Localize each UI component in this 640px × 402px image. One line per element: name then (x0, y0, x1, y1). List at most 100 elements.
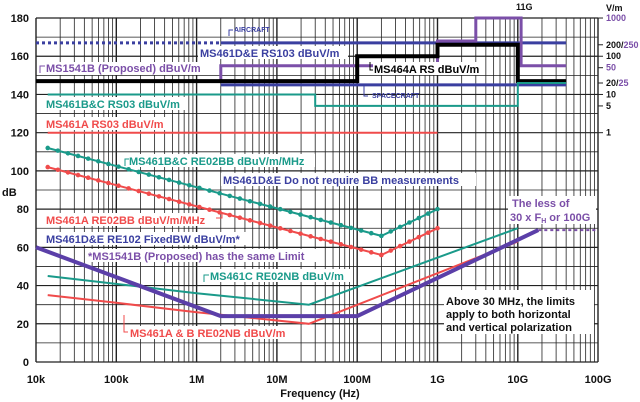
y-tick-labels: 0 20 40 60 80 100 120 140 160 180 (11, 13, 29, 369)
right-tick-label: 200/250 (606, 40, 639, 50)
x-axis-label: Frequency (Hz) (280, 388, 360, 400)
x-tick-label: 10M (266, 374, 287, 386)
y-tick-label: 80 (17, 204, 29, 216)
label-de-re102: MS461D&E RE102 FixedBW dBuV/m* (46, 234, 240, 246)
label-bc-re02bb: MS461B&C RE02BB dBuV/m/MHz (129, 156, 305, 168)
series-marker-8 (368, 250, 374, 255)
series-marker-8 (227, 212, 233, 218)
series-marker-7 (197, 185, 202, 191)
series-marker-7 (338, 222, 344, 228)
series-marker-7 (328, 220, 334, 225)
series-line-9 (47, 227, 519, 306)
x-tick-label: 10k (27, 374, 46, 386)
series-marker-7 (166, 177, 172, 183)
series-marker-8 (388, 248, 394, 253)
series-marker-7 (247, 198, 253, 204)
series-marker-8 (197, 204, 202, 210)
series-marker-7 (55, 148, 61, 153)
series-marker-8 (116, 183, 121, 189)
label-less-of-1: The less of (512, 198, 570, 210)
y-axis-label: dB (2, 187, 17, 199)
x-tick-label: 100G (585, 374, 612, 386)
series-marker-7 (116, 164, 121, 169)
series-marker-7 (186, 182, 192, 188)
series-marker-8 (136, 188, 142, 194)
series-marker-8 (126, 186, 131, 191)
series-marker-7 (65, 150, 71, 156)
series-marker-7 (348, 225, 354, 231)
series-marker-7 (75, 153, 81, 159)
series-marker-8 (85, 175, 91, 181)
y-tick-label: 40 (17, 281, 29, 293)
series-marker-8 (156, 194, 162, 199)
series-line-5 (47, 82, 567, 107)
label-ms1541b-same: *MS1541B (Proposed) has the same Limit (88, 251, 305, 263)
y-tick-label: 120 (11, 128, 29, 140)
series-marker-7 (176, 180, 182, 185)
series-marker-7 (267, 204, 273, 209)
right-tick-label: 20/25 (606, 78, 629, 88)
right-tick-label: 100 (606, 51, 621, 61)
series-line-10 (47, 240, 519, 325)
x-tick-labels: 10k 100k 1M 10M 100M 1G 10G 100G (27, 374, 612, 386)
series-marker-8 (146, 191, 152, 197)
right-tick-label: 1 (606, 128, 611, 138)
right-tick-label: 1000 (606, 13, 626, 23)
series-marker-7 (95, 158, 101, 164)
label-c-re02nb: MS461C RE02NB dBuV/m (210, 271, 344, 283)
series-marker-8 (237, 215, 243, 220)
series-marker-8 (247, 218, 253, 223)
series-marker-8 (397, 243, 403, 249)
x-tick-label: 100M (343, 374, 371, 386)
series-marker-7 (407, 220, 412, 225)
note-line-1: Above 30 MHz, the limits (446, 296, 575, 308)
series-marker-7 (126, 166, 131, 172)
series-marker-7 (146, 172, 152, 177)
label-rs103: MS461D&E RS103 dBuV/m (200, 48, 340, 60)
label-11g: 11G (516, 2, 533, 12)
right-tick-label: 5 (606, 101, 611, 111)
series-marker-8 (277, 226, 283, 231)
label-a-re02bb: MS461A RE02BB dBuV/m/MHz (46, 215, 206, 227)
series-marker-7 (156, 174, 162, 180)
label-ms1541b: MS1541B (Proposed) dBuV/m (46, 63, 201, 75)
series-marker-8 (407, 239, 412, 244)
series-line-11 (35, 228, 540, 319)
right-tick-label: 50 (606, 63, 616, 73)
series-marker-7 (237, 196, 243, 201)
series-marker-8 (257, 220, 263, 226)
series-marker-7 (217, 190, 222, 196)
series-marker-7 (425, 211, 431, 216)
label-ab-re02nb: MS461A & B RE02NB dBuV/m (130, 328, 286, 340)
series-marker-7 (277, 206, 283, 212)
y-tick-label: 20 (17, 319, 29, 331)
y-tick-label: 180 (11, 13, 29, 25)
series-marker-7 (136, 169, 142, 175)
series-marker-8 (207, 207, 212, 212)
series-marker-8 (348, 244, 354, 250)
series-labels: MS461D&E RS103 dBuV/m MS1541B (Proposed)… (39, 46, 596, 340)
series-marker-8 (217, 210, 222, 215)
series-marker-7 (308, 214, 313, 220)
right-tick-label-alt: 250 (624, 40, 639, 50)
x-tick-label: 10G (507, 374, 528, 386)
note-line-3: and vertical polarization (446, 322, 572, 334)
x-tick-label: 100k (104, 374, 129, 386)
y-tick-label: 160 (11, 51, 29, 63)
aircraft-leader (228, 29, 233, 36)
spacecraft-leader (363, 86, 368, 97)
series-marker-8 (379, 252, 384, 258)
series-marker-7 (368, 230, 374, 236)
series-marker-8 (328, 239, 334, 244)
y-tick-label: 100 (11, 166, 29, 178)
series-marker-7 (298, 212, 303, 217)
series-marker-8 (435, 225, 440, 231)
series-marker-7 (416, 215, 422, 221)
series-line-4 (36, 42, 567, 84)
label-bc-rs03: MS461B&C RS03 dBuV/m (46, 99, 180, 111)
label-less-of-2: 30 x FH or 100G (510, 212, 590, 225)
series-marker-8 (75, 172, 81, 178)
x-tick-label: 1M (189, 374, 204, 386)
y-tick-label: 60 (17, 242, 29, 254)
